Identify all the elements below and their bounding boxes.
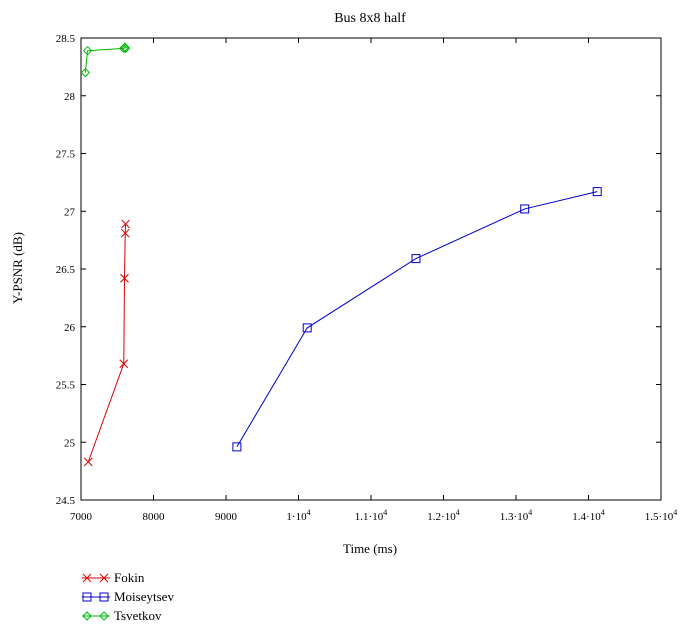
x-tick-label: 9000 <box>215 511 238 523</box>
plot-area <box>80 42 602 467</box>
x-axis: 7000 8000 9000 1·104 1.1·104 1.2·104 1.3·104 1.… <box>70 38 677 523</box>
x-tick-label: 7000 <box>70 511 93 523</box>
y-tick-label: 24.5 <box>56 495 76 507</box>
legend: Fokin Moiseytsev Tsvetkov <box>82 570 174 623</box>
x-tick-label: 8000 <box>143 511 166 523</box>
plot-frame <box>80 37 662 501</box>
x-tick-label: 1.4·104 <box>572 508 604 523</box>
data-point-moiseytsev <box>592 187 602 197</box>
data-point-fokin <box>119 359 129 369</box>
y-tick-label: 25 <box>64 437 76 449</box>
series-line-tsvetkov <box>84 46 127 73</box>
legend-marker-moiseytsev <box>99 592 109 602</box>
data-point-tsvetkov <box>120 43 131 54</box>
series-fokin <box>83 219 130 467</box>
data-point-fokin <box>120 273 129 283</box>
series-moiseytsev <box>232 187 602 452</box>
y-tick-label: 27 <box>64 206 76 218</box>
legend-label-moiseytsev: Moiseytsev <box>114 589 174 604</box>
x-tick-label: 1.1·104 <box>355 508 387 523</box>
chart-title: Bus 8x8 half <box>334 11 406 26</box>
y-tick-label: 28.5 <box>56 33 76 45</box>
data-point-moiseytsev <box>302 323 312 333</box>
data-point-tsvetkov <box>82 45 93 56</box>
legend-marker-tsvetkov <box>99 611 109 621</box>
y-axis: 24.5 25 25.5 26 26.5 27 27.5 28 28.5 <box>56 33 661 507</box>
x-tick-label: 1.5·104 <box>645 508 677 523</box>
legend-item-fokin: Fokin <box>82 570 145 585</box>
data-point-moiseytsev <box>520 204 530 214</box>
y-tick-label: 26.5 <box>56 264 76 276</box>
data-point-tsvetkov <box>80 67 91 78</box>
legend-marker-moiseytsev <box>82 592 92 602</box>
legend-item-moiseytsev: Moiseytsev <box>82 589 174 604</box>
legend-label-fokin: Fokin <box>114 570 145 585</box>
data-point-moiseytsev <box>232 442 242 452</box>
series-line-moiseytsev <box>236 191 598 448</box>
data-point-moiseytsev <box>411 254 421 264</box>
legend-marker-fokin <box>99 573 109 583</box>
data-point-fokin <box>83 457 93 467</box>
legend-marker-fokin <box>82 573 92 583</box>
series-line-fokin <box>87 223 127 463</box>
y-tick-label: 26 <box>64 322 76 334</box>
legend-marker-tsvetkov <box>82 611 92 621</box>
x-tick-label: 1.3·104 <box>500 508 532 523</box>
series-tsvetkov <box>80 42 131 78</box>
y-tick-label: 27.5 <box>56 149 76 161</box>
legend-item-tsvetkov: Tsvetkov <box>82 608 162 623</box>
y-axis-label: Y-PSNR (dB) <box>10 232 25 304</box>
y-tick-label: 25.5 <box>56 380 76 392</box>
x-tick-label: 1.2·104 <box>427 508 459 523</box>
y-tick-label: 28 <box>64 91 76 103</box>
x-axis-label: Time (ms) <box>343 541 397 556</box>
legend-label-tsvetkov: Tsvetkov <box>114 608 162 623</box>
data-point-fokin <box>121 219 130 229</box>
data-point-fokin <box>120 228 130 238</box>
x-tick-label: 1·104 <box>286 508 310 523</box>
